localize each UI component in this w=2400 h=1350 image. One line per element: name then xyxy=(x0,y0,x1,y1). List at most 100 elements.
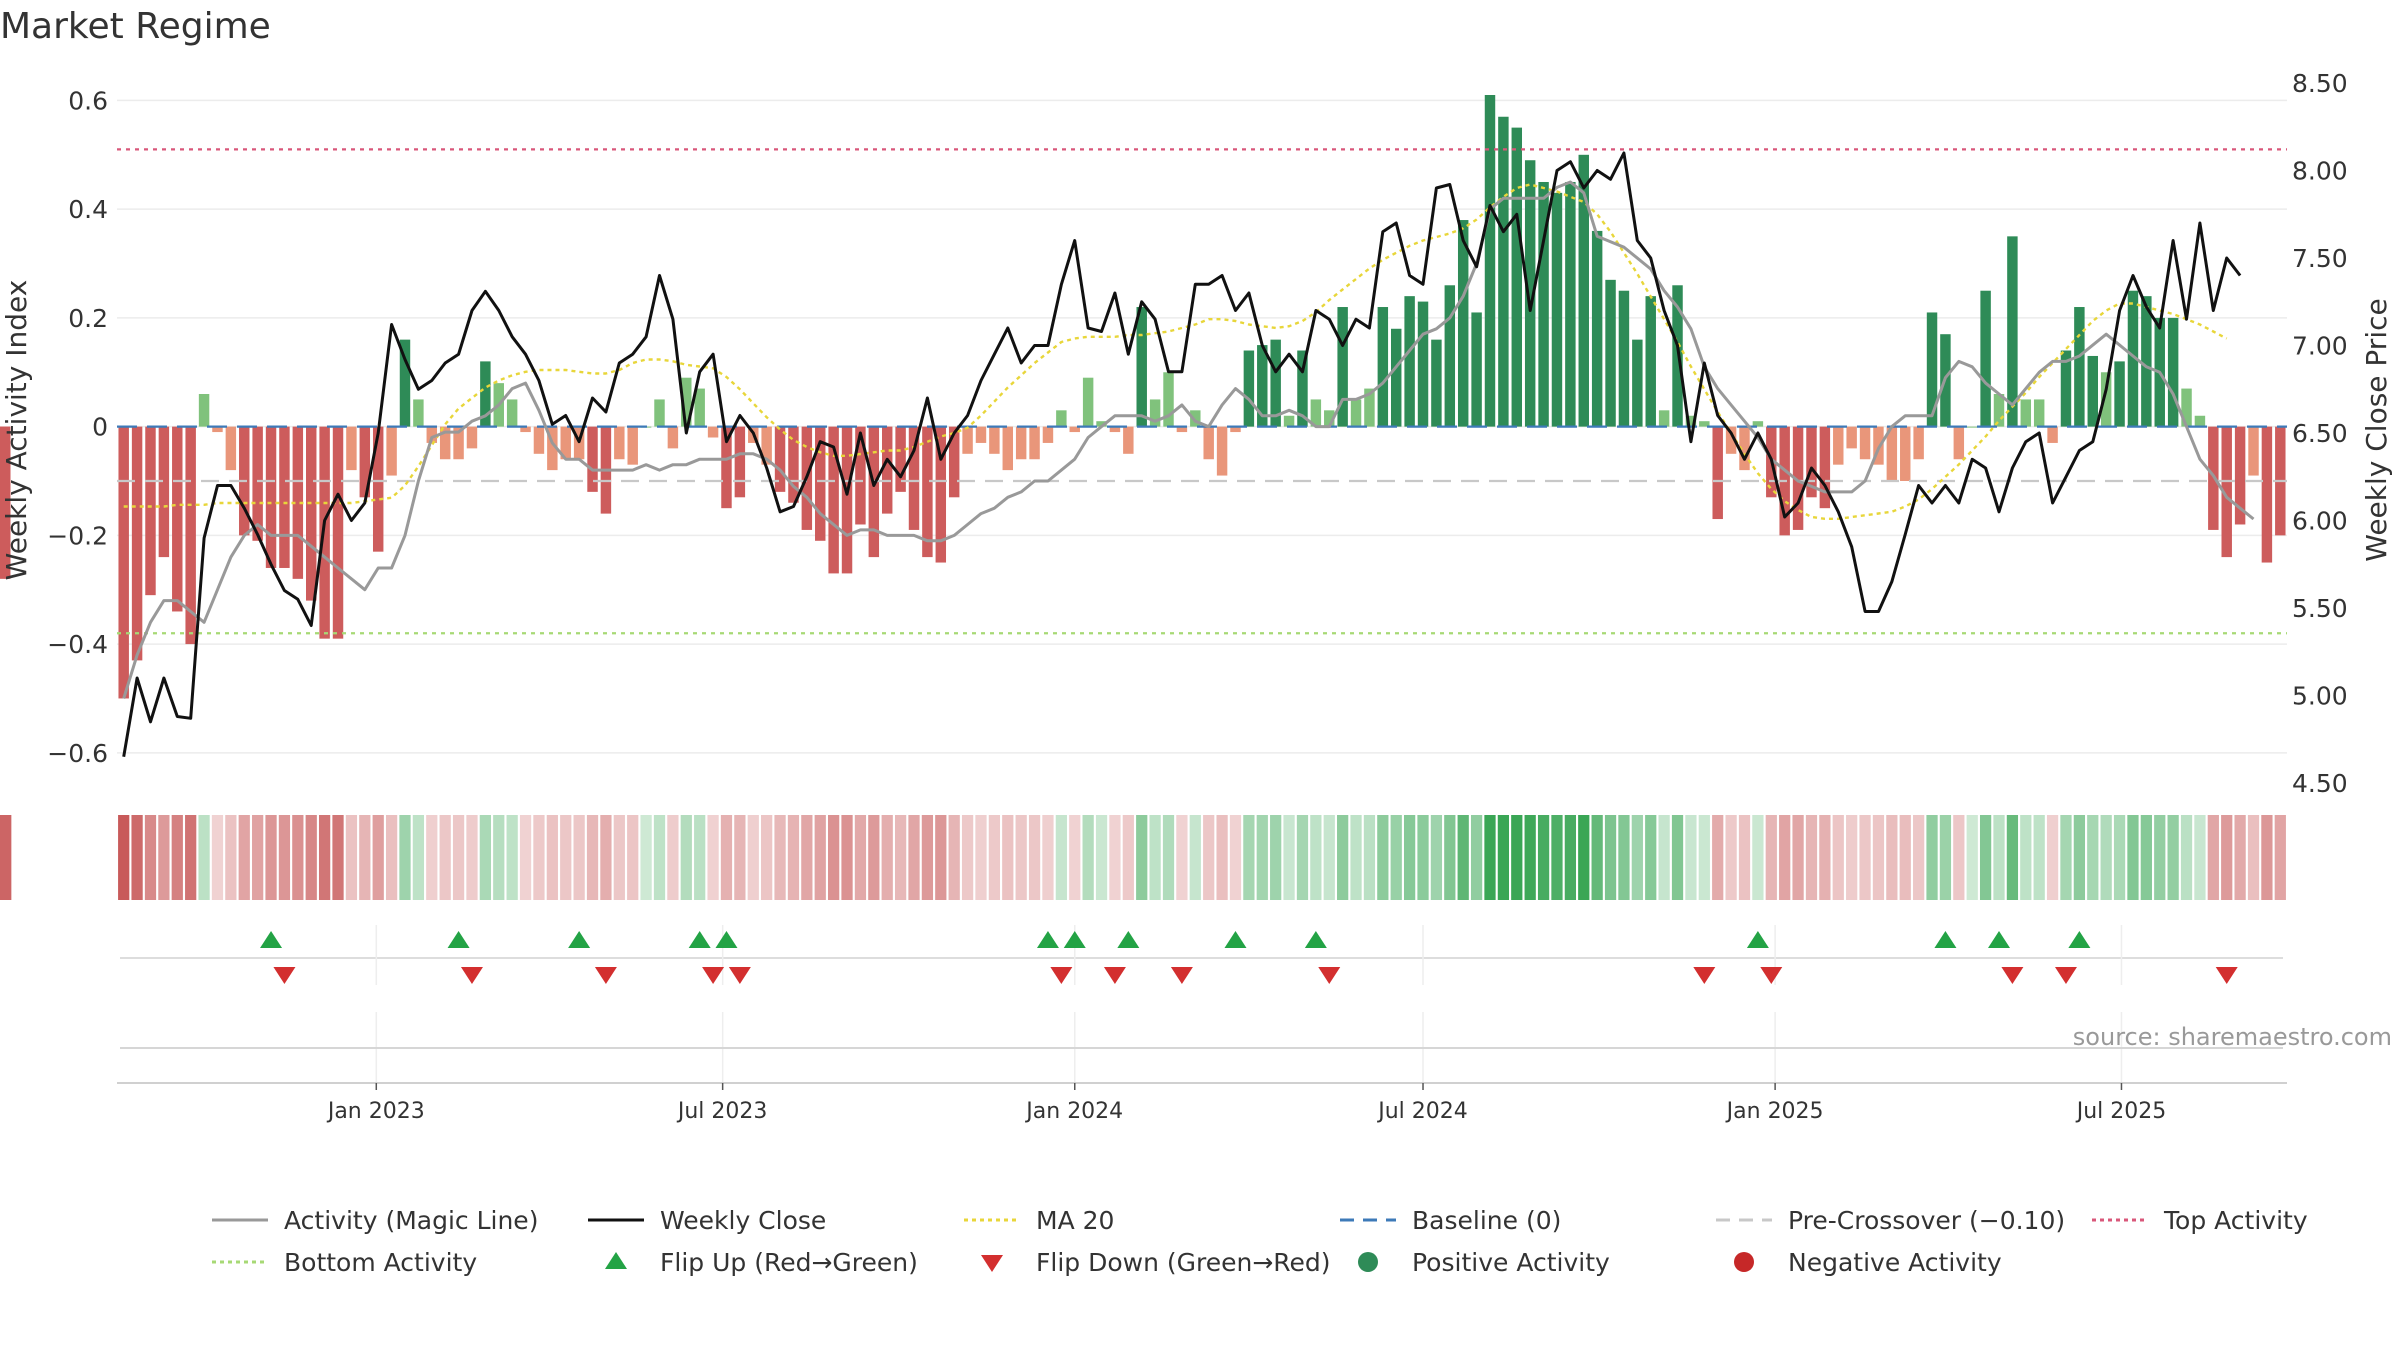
legend-swatch xyxy=(588,1218,644,1222)
heat-cell xyxy=(1042,815,1054,900)
activity-bar xyxy=(372,426,384,552)
flip-up-marker xyxy=(1036,931,1059,948)
heat-cell xyxy=(2261,815,2273,900)
heat-cell xyxy=(1310,815,1322,900)
legend-triangle-down xyxy=(981,1255,1003,1272)
heat-cell xyxy=(894,815,907,900)
heat-cell xyxy=(1444,815,1456,900)
activity-bar xyxy=(1712,426,1723,520)
legend-swatch xyxy=(1734,1252,1754,1272)
activity-bar xyxy=(439,426,451,460)
activity-bar xyxy=(547,426,558,471)
heat-cell xyxy=(1899,815,1911,900)
flip-down-marker xyxy=(1318,967,1341,984)
heat-cell xyxy=(2154,815,2166,900)
ma20-line xyxy=(123,183,2228,520)
y2-tick-label: 7.50 xyxy=(2292,244,2348,273)
y-axis-right: 8.50 8.00 7.50 7.00 6.50 6.00 5.50 5.00 4.50 xyxy=(2292,69,2348,798)
activity-bar xyxy=(426,426,438,443)
legend-swatch xyxy=(964,1218,1020,1222)
activity-bar xyxy=(828,426,839,574)
heat-cell xyxy=(948,815,960,900)
heat-cell xyxy=(1591,815,1603,900)
activity-bar xyxy=(935,426,947,563)
heat-cell xyxy=(1886,815,1898,900)
heat-cell xyxy=(278,815,291,900)
activity-bar xyxy=(265,426,277,568)
heat-cell xyxy=(908,815,920,900)
activity-bar xyxy=(386,426,397,476)
heat-cell xyxy=(2020,815,2032,900)
legend-item: Pre-Crossover (−0.10) xyxy=(1714,1205,2090,1235)
activity-bar xyxy=(2100,372,2112,427)
legend-item: Negative Activity xyxy=(1714,1247,2090,1277)
heat-cell xyxy=(1671,815,1684,900)
heat-cell xyxy=(1738,815,1751,900)
heat-cell xyxy=(1002,815,1014,900)
activity-bar xyxy=(306,426,317,601)
activity-bar xyxy=(1069,426,1080,433)
y-tick-label: 0 xyxy=(92,413,108,442)
legend-swatch xyxy=(212,1260,268,1264)
heat-cell xyxy=(935,815,947,900)
activity-bar xyxy=(895,426,906,492)
activity-bar xyxy=(1257,345,1268,427)
activity-bar xyxy=(1484,95,1496,427)
heat-cell xyxy=(118,815,130,900)
heat-cell xyxy=(1015,815,1027,900)
activity-bar xyxy=(1752,421,1764,427)
activity-bar xyxy=(1457,220,1469,427)
heat-cell xyxy=(2033,815,2045,900)
heat-cell xyxy=(2100,815,2112,900)
activity-bar xyxy=(413,399,424,427)
heat-cell xyxy=(1095,815,1108,900)
heat-cell xyxy=(131,815,143,900)
heat-cell xyxy=(185,815,197,900)
activity-bar xyxy=(1806,426,1817,498)
activity-bar xyxy=(1377,307,1389,427)
heat-cell xyxy=(707,815,719,900)
heat-cell xyxy=(868,815,880,900)
legend-dot xyxy=(1734,1252,1754,1272)
flip-down-marker xyxy=(2001,967,2024,984)
activity-bar xyxy=(1900,426,1911,481)
heat-cell xyxy=(1337,815,1349,900)
heat-cell xyxy=(1658,815,1670,900)
heat-cell xyxy=(1189,815,1201,900)
heat-cell xyxy=(1109,815,1121,900)
activity-bar xyxy=(1297,350,1308,427)
activity-bar xyxy=(1082,377,1094,427)
flip-up-marker xyxy=(2068,931,2091,948)
legend-item: Bottom Activity xyxy=(210,1247,586,1277)
activity-bar xyxy=(1431,339,1442,427)
activity-bar xyxy=(480,361,491,427)
y-tick-label: 0.2 xyxy=(68,304,108,333)
flip-up-marker xyxy=(1063,931,1086,948)
activity-bar xyxy=(1230,426,1241,433)
heat-cell xyxy=(1524,815,1536,900)
legend-item: Flip Down (Green→Red) xyxy=(962,1247,1338,1277)
activity-bar xyxy=(453,426,464,460)
heat-cell xyxy=(640,815,652,900)
heat-cell xyxy=(2113,815,2126,900)
heat-cell xyxy=(1082,815,1094,900)
activity-bar xyxy=(1578,154,1589,427)
x-tick-label: Jul 2025 xyxy=(2075,1099,2167,1124)
legend: Activity (Magic Line) Weekly Close MA 20 Ba… xyxy=(210,1205,2360,1277)
y-tick-label: −0.4 xyxy=(47,630,108,659)
activity-bar xyxy=(1337,307,1348,427)
heat-cell xyxy=(305,815,317,900)
heat-cell xyxy=(586,815,599,900)
activity-bar xyxy=(252,426,263,541)
activity-bar xyxy=(279,426,290,568)
heat-cell xyxy=(1725,815,1737,900)
heat-cell xyxy=(2207,815,2219,900)
activity-bar xyxy=(1739,426,1750,471)
heat-cell xyxy=(385,815,398,900)
series-lines xyxy=(122,151,2255,757)
flip-down-marker xyxy=(1693,967,1716,984)
heat-cell xyxy=(1712,815,1724,900)
activity-bar xyxy=(1511,127,1523,427)
y-axis-left: 0.6 0.4 0.2 0 −0.2 −0.4 −0.6 xyxy=(47,86,108,767)
activity-bar xyxy=(2194,415,2206,427)
